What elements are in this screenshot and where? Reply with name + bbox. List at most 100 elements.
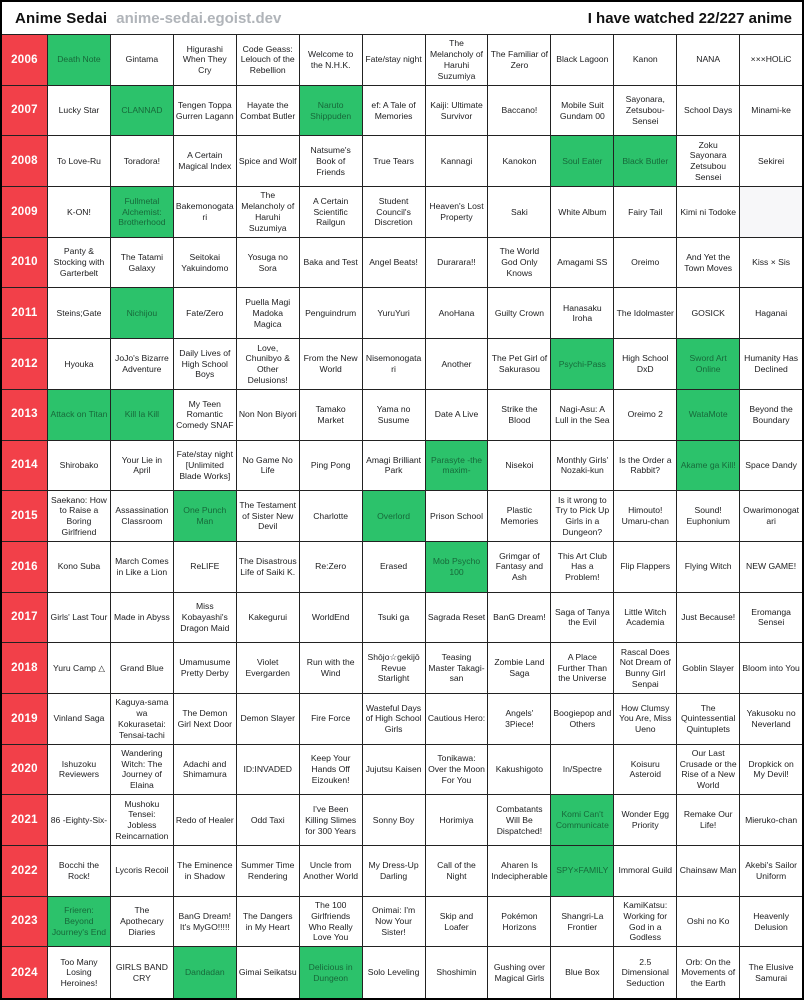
anime-cell[interactable]: Horimiya	[425, 795, 489, 846]
anime-cell[interactable]: ef: A Tale of Memories	[362, 85, 426, 137]
anime-cell[interactable]: WorldEnd	[299, 592, 363, 644]
anime-cell[interactable]: Sword Art Online	[677, 339, 741, 390]
anime-cell[interactable]: Parasyte -the maxim-	[425, 440, 489, 492]
anime-cell[interactable]: Durarara!!	[425, 237, 489, 289]
anime-cell[interactable]: Lycoris Recoil	[110, 846, 174, 897]
anime-cell[interactable]: NEW GAME!	[740, 541, 803, 593]
anime-cell[interactable]: BanG Dream!	[488, 592, 552, 644]
anime-cell[interactable]: Call of the Night	[425, 846, 489, 897]
anime-cell[interactable]: Vinland Saga	[48, 693, 111, 745]
anime-cell[interactable]: Toradora!	[110, 136, 174, 188]
anime-cell[interactable]: Tengen Toppa Gurren Lagann	[173, 85, 237, 137]
anime-cell[interactable]: Plastic Memories	[488, 491, 552, 542]
anime-cell[interactable]: Pokémon Horizons	[488, 896, 552, 948]
anime-cell[interactable]: Tamako Market	[299, 389, 363, 441]
anime-cell[interactable]: Mobile Suit Gundam 00	[551, 85, 615, 137]
anime-cell[interactable]: Boogiepop and Others	[551, 693, 615, 745]
anime-cell[interactable]: Grimgar of Fantasy and Ash	[488, 541, 552, 593]
anime-cell[interactable]: Is the Order a Rabbit?	[614, 440, 678, 492]
anime-cell[interactable]: Erased	[362, 541, 426, 593]
anime-cell[interactable]: Overlord	[362, 491, 426, 542]
anime-cell[interactable]: Heavenly Delusion	[740, 896, 803, 948]
anime-cell[interactable]: Mieruko-chan	[740, 795, 803, 846]
anime-cell[interactable]: Zombie Land Saga	[488, 643, 552, 694]
anime-cell[interactable]: Strike the Blood	[488, 389, 552, 441]
anime-cell[interactable]: Miss Kobayashi's Dragon Maid	[173, 592, 237, 644]
anime-cell[interactable]: Chainsaw Man	[677, 846, 741, 897]
anime-cell[interactable]: Wandering Witch: The Journey of Elaina	[110, 744, 174, 796]
anime-cell[interactable]: Gimai Seikatsu	[236, 947, 300, 999]
anime-cell[interactable]: This Art Club Has a Problem!	[551, 541, 615, 593]
anime-cell[interactable]: Kaiji: Ultimate Survivor	[425, 85, 489, 137]
anime-cell[interactable]: Immoral Guild	[614, 846, 678, 897]
anime-cell[interactable]: Guilty Crown	[488, 288, 552, 340]
anime-cell[interactable]: ×××HOLiC	[740, 35, 803, 86]
anime-cell[interactable]: Haganai	[740, 288, 803, 340]
anime-cell[interactable]: The Quintessential Quintuplets	[677, 693, 741, 745]
anime-cell[interactable]: The Pet Girl of Sakurasou	[488, 339, 552, 390]
anime-cell[interactable]: Amagi Brilliant Park	[362, 440, 426, 492]
anime-cell[interactable]: The Idolmaster	[614, 288, 678, 340]
anime-cell[interactable]: Kakegurui	[236, 592, 300, 644]
anime-cell[interactable]: The Demon Girl Next Door	[173, 693, 237, 745]
anime-cell[interactable]: Violet Evergarden	[236, 643, 300, 694]
anime-cell[interactable]: Naruto Shippuden	[299, 85, 363, 137]
anime-cell[interactable]: Higurashi When They Cry	[173, 35, 237, 86]
anime-cell[interactable]: Zoku Sayonara Zetsubou Sensei	[677, 136, 741, 188]
anime-cell[interactable]: Penguindrum	[299, 288, 363, 340]
anime-cell[interactable]: Fire Force	[299, 693, 363, 745]
anime-cell[interactable]: Assassination Classroom	[110, 491, 174, 542]
anime-cell[interactable]: Kaguya-sama wa Kokurasetai: Tensai-tachi	[110, 693, 174, 745]
anime-cell[interactable]: Heaven's Lost Property	[425, 187, 489, 238]
anime-cell[interactable]: Flip Flappers	[614, 541, 678, 593]
anime-cell[interactable]: Solo Leveling	[362, 947, 426, 999]
anime-cell[interactable]: White Album	[551, 187, 615, 238]
anime-cell[interactable]: The Apothecary Diaries	[110, 896, 174, 948]
anime-cell[interactable]: Saga of Tanya the Evil	[551, 592, 615, 644]
anime-cell[interactable]: Nichijou	[110, 288, 174, 340]
anime-cell[interactable]: The Dangers in My Heart	[236, 896, 300, 948]
anime-cell[interactable]: Prison School	[425, 491, 489, 542]
anime-cell[interactable]: Saki	[488, 187, 552, 238]
anime-cell[interactable]: Yakusoku no Neverland	[740, 693, 803, 745]
anime-cell[interactable]: Nisekoi	[488, 440, 552, 492]
anime-cell[interactable]: Kimi ni Todoke	[677, 187, 741, 238]
anime-cell[interactable]: Uncle from Another World	[299, 846, 363, 897]
anime-cell[interactable]: Fate/Zero	[173, 288, 237, 340]
anime-cell[interactable]: Gushing over Magical Girls	[488, 947, 552, 999]
anime-cell[interactable]: Daily Lives of High School Boys	[173, 339, 237, 390]
anime-cell[interactable]: Mob Psycho 100	[425, 541, 489, 593]
anime-cell[interactable]: Humanity Has Declined	[740, 339, 803, 390]
anime-cell[interactable]: The World God Only Knows	[488, 237, 552, 289]
anime-cell[interactable]: Run with the Wind	[299, 643, 363, 694]
anime-cell[interactable]: Welcome to the N.H.K.	[299, 35, 363, 86]
anime-cell[interactable]: Grand Blue	[110, 643, 174, 694]
anime-cell[interactable]: Frieren: Beyond Journey's End	[48, 896, 111, 948]
anime-cell[interactable]: The Elusive Samurai	[740, 947, 803, 999]
anime-cell[interactable]: Steins;Gate	[48, 288, 111, 340]
anime-cell[interactable]: Wasteful Days of High School Girls	[362, 693, 426, 745]
anime-cell[interactable]: The 100 Girlfriends Who Really Love You	[299, 896, 363, 948]
anime-cell[interactable]: Oshi no Ko	[677, 896, 741, 948]
anime-cell[interactable]: Spice and Wolf	[236, 136, 300, 188]
anime-cell[interactable]: Mushoku Tensei: Jobless Reincarnation	[110, 795, 174, 846]
anime-cell[interactable]: Tsuki ga	[362, 592, 426, 644]
anime-cell[interactable]: Death Note	[48, 35, 111, 86]
anime-cell[interactable]: Fullmetal Alchemist: Brotherhood	[110, 187, 174, 238]
anime-cell[interactable]: Psychi-Pass	[551, 339, 615, 390]
anime-cell[interactable]: Koisuru Asteroid	[614, 744, 678, 796]
anime-cell[interactable]: Himouto! Umaru-chan	[614, 491, 678, 542]
anime-cell[interactable]: Bloom into You	[740, 643, 803, 694]
anime-cell[interactable]: Black Lagoon	[551, 35, 615, 86]
anime-cell[interactable]: Oreimo 2	[614, 389, 678, 441]
anime-cell[interactable]: My Dress-Up Darling	[362, 846, 426, 897]
anime-cell[interactable]: The Melancholy of Haruhi Suzumiya	[236, 187, 300, 238]
anime-cell[interactable]: Yama no Susume	[362, 389, 426, 441]
anime-cell[interactable]: Wonder Egg Priority	[614, 795, 678, 846]
anime-cell[interactable]: ReLIFE	[173, 541, 237, 593]
anime-cell[interactable]: Fate/stay night [Unlimited Blade Works]	[173, 440, 237, 492]
anime-cell[interactable]: Dropkick on My Devil!	[740, 744, 803, 796]
anime-cell[interactable]: No Game No Life	[236, 440, 300, 492]
anime-cell[interactable]: I've Been Killing Slimes for 300 Years	[299, 795, 363, 846]
anime-cell[interactable]: Amagami SS	[551, 237, 615, 289]
